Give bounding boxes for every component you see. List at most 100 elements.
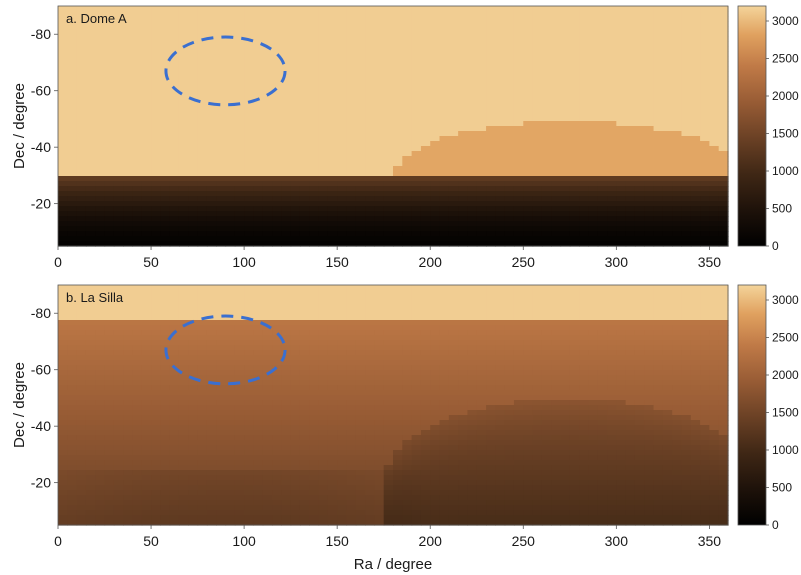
heatmap-cell [383,156,394,162]
heatmap-cell [551,26,562,32]
heatmap-cell [616,171,627,177]
heatmap-cell [681,46,692,52]
heatmap-cell [169,300,180,306]
heatmap-cell [662,310,673,316]
heatmap-cell [569,131,580,137]
heatmap-cell [141,121,152,127]
heatmap-cell [113,6,124,12]
heatmap-cell [393,201,403,207]
heatmap-cell [430,166,441,172]
heatmap-cell [439,236,450,242]
heatmap-cell [346,91,357,97]
heatmap-cell [709,330,720,336]
heatmap-cell [504,176,515,182]
heatmap-cell [309,116,320,122]
heatmap-cell [458,290,469,296]
heatmap-cell [95,345,106,351]
heatmap-cell [151,11,161,17]
heatmap-cell [113,71,124,77]
heatmap-cell [588,375,599,381]
heatmap-cell [616,186,627,192]
heatmap-cell [709,61,720,67]
heatmap-cell [76,385,87,391]
heatmap-cell [411,330,422,336]
heatmap-cell [644,355,655,361]
heatmap-cell [244,121,255,127]
heatmap-cell [486,111,496,117]
heatmap-cell [365,6,375,12]
heatmap-cell [262,141,273,147]
heatmap-cell [355,26,366,32]
heatmap-cell [448,161,459,167]
heatmap-cell [151,360,161,366]
heatmap-cell [337,226,348,232]
heatmap-cell [234,76,245,82]
heatmap-cell [495,236,506,242]
heatmap-cell [476,71,487,77]
heatmap-cell [569,16,580,22]
heatmap-cell [58,305,68,311]
heatmap-cell [402,86,413,92]
heatmap-cell [672,111,683,117]
heatmap-cell [290,11,301,17]
heatmap-cell [355,186,366,192]
heatmap-cell [281,345,292,351]
heatmap-cell [700,355,710,361]
heatmap-cell [718,191,729,197]
heatmap-cell [672,181,683,187]
heatmap-cell [113,166,124,172]
heatmap-cell [569,111,580,117]
heatmap-cell [402,355,413,361]
heatmap-cell [551,21,562,27]
heatmap-cell [141,196,152,202]
heatmap-cell [467,315,478,321]
heatmap-cell [579,116,590,122]
heatmap-cell [579,216,590,222]
heatmap-cell [365,101,375,107]
heatmap-cell [597,61,608,67]
heatmap-cell [309,106,320,112]
heatmap-cell [513,365,524,371]
heatmap-cell [244,305,255,311]
heatmap-cell [123,355,134,361]
heatmap-cell [132,76,143,82]
heatmap-cell [551,161,562,167]
heatmap-cell [58,310,68,316]
heatmap-cell [504,196,515,202]
heatmap-cell [58,221,68,227]
heatmap-cell [225,370,236,376]
heatmap-cell [653,345,664,351]
heatmap-cell [588,236,599,242]
heatmap-cell [151,325,161,331]
heatmap-cell [346,156,357,162]
heatmap-cell [85,226,96,232]
heatmap-cell [253,335,264,341]
heatmap-cell [672,370,683,376]
heatmap-cell [718,41,729,47]
heatmap-cell [253,21,264,27]
heatmap-cell [700,26,710,32]
heatmap-cell [588,380,599,386]
heatmap-cell [327,6,338,12]
heatmap-cell [458,131,469,137]
heatmap-cell [272,51,282,57]
heatmap-cell [95,191,106,197]
heatmap-cell [318,310,329,316]
heatmap-cell [458,370,469,376]
heatmap-cell [383,141,394,147]
heatmap-cell [690,51,701,57]
heatmap-cell [700,36,710,42]
heatmap-cell [672,305,683,311]
heatmap-cell [411,295,422,301]
heatmap-cell [597,360,608,366]
heatmap-cell [420,206,431,212]
heatmap-cell [188,126,199,132]
heatmap-cell [588,221,599,227]
heatmap-cell [281,241,292,247]
heatmap-cell [588,196,599,202]
heatmap-cell [253,290,264,296]
heatmap-cell [113,111,124,117]
heatmap-cell [123,51,134,57]
heatmap-cell [690,161,701,167]
heatmap-cell [681,355,692,361]
